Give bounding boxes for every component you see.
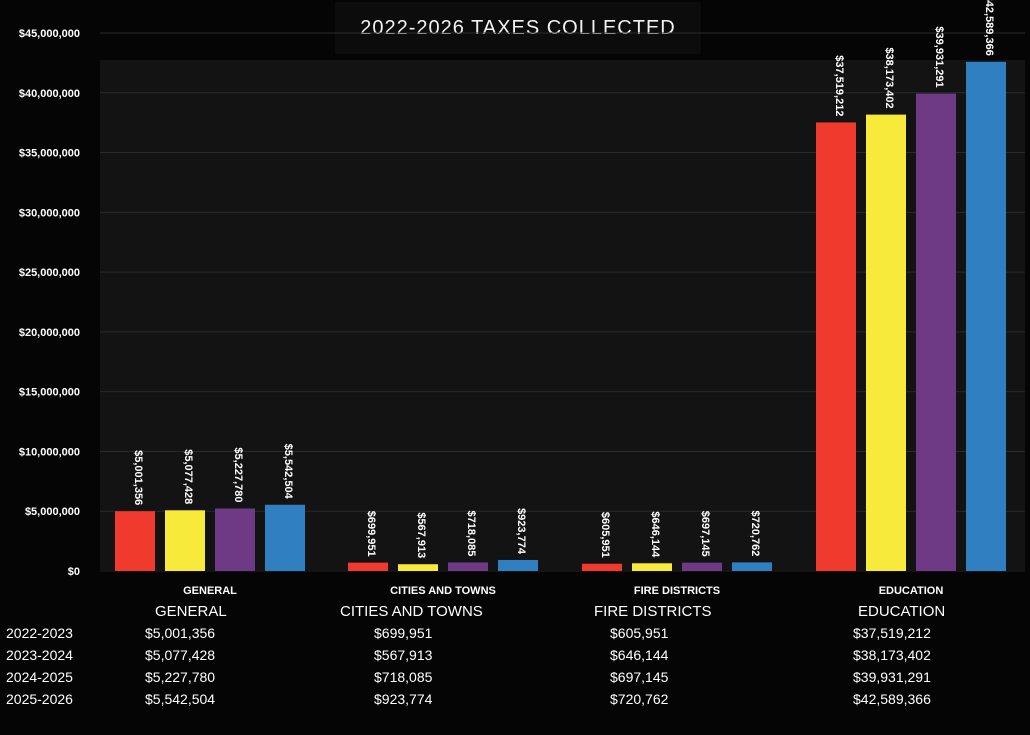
data-label: $720,762 — [749, 510, 761, 556]
data-label: $605,951 — [599, 512, 611, 558]
data-table: GENERAL CITIES AND TOWNS FIRE DISTRICTS … — [0, 600, 1030, 735]
table-cell: $923,774 — [374, 691, 433, 707]
bar — [582, 563, 622, 571]
bar — [115, 511, 155, 571]
title-box — [335, 2, 701, 54]
table-cell: $5,001,356 — [145, 625, 216, 641]
y-tick-label: $10,000,000 — [19, 446, 80, 458]
chart-title: 2022-2026 TAXES COLLECTED — [360, 17, 676, 39]
data-label: $38,173,402 — [883, 47, 895, 108]
bar — [448, 562, 488, 571]
bars — [115, 61, 1006, 572]
table-cell: $718,085 — [374, 669, 433, 685]
y-axis-tick-labels: $0 $5,000,000 $10,000,000 $15,000,000 $20,00… — [19, 28, 80, 578]
table-cell: $605,951 — [610, 625, 669, 641]
data-label: $5,001,356 — [132, 450, 144, 505]
bar — [215, 508, 255, 571]
category-label: CITIES AND TOWNS — [390, 585, 496, 597]
y-tick-label: $0 — [68, 566, 80, 578]
bar — [398, 564, 438, 571]
data-label: $42,589,366 — [983, 0, 995, 56]
y-tick-label: $45,000,000 — [19, 28, 80, 40]
table-header-row: GENERAL CITIES AND TOWNS FIRE DISTRICTS … — [0, 603, 1030, 625]
data-labels: $5,001,356 $5,077,428 $5,227,780 $5,542,504… — [132, 0, 995, 558]
data-label: $646,144 — [649, 511, 661, 558]
table-cell: $38,173,402 — [853, 647, 931, 663]
table-cell: $37,519,212 — [853, 625, 931, 641]
y-tick-label: $35,000,000 — [19, 148, 80, 160]
table-cell: $720,762 — [610, 691, 669, 707]
category-label: GENERAL — [183, 585, 237, 597]
data-label: $5,077,428 — [182, 449, 194, 504]
bar — [916, 93, 956, 571]
y-tick-label: $40,000,000 — [19, 88, 80, 100]
data-label: $923,774 — [515, 508, 527, 555]
y-tick-label: $5,000,000 — [25, 506, 80, 518]
data-label: $699,951 — [365, 511, 377, 557]
category-label: FIRE DISTRICTS — [634, 585, 720, 597]
bar — [732, 562, 772, 571]
bar — [498, 559, 538, 571]
table-header-cities-and-towns: CITIES AND TOWNS — [340, 603, 483, 620]
y-tick-label: $30,000,000 — [19, 207, 80, 219]
table-cell: $697,145 — [610, 669, 669, 685]
bar — [866, 114, 906, 571]
table-cell: $5,077,428 — [145, 647, 216, 663]
data-label: $5,542,504 — [282, 444, 294, 500]
bar — [966, 61, 1006, 572]
data-label: $718,085 — [465, 511, 477, 557]
bar — [265, 504, 305, 571]
y-tick-label: $20,000,000 — [19, 327, 80, 339]
data-label: $567,913 — [415, 512, 427, 558]
x-axis-category-labels: GENERAL CITIES AND TOWNS FIRE DISTRICTS EDU… — [183, 585, 943, 597]
data-label: $37,519,212 — [833, 55, 845, 116]
y-tick-label: $15,000,000 — [19, 387, 80, 399]
table-cell: $42,589,366 — [853, 691, 931, 707]
table-row: 2025-2026 $5,542,504 $923,774 $720,762 $… — [0, 691, 1030, 713]
table-cell: $699,951 — [374, 625, 433, 641]
table-cell: $567,913 — [374, 647, 433, 663]
bar — [682, 562, 722, 571]
data-label: $697,145 — [699, 511, 711, 557]
table-row: 2024-2025 $5,227,780 $718,085 $697,145 $… — [0, 669, 1030, 691]
table-header-education: EDUCATION — [858, 603, 946, 620]
data-label: $39,931,291 — [933, 26, 945, 87]
table-row: 2023-2024 $5,077,428 $567,913 $646,144 $… — [0, 647, 1030, 669]
row-label: 2025-2026 — [6, 691, 73, 707]
table-cell: $5,227,780 — [145, 669, 216, 685]
bar-chart: 2022-2026 TAXES COLLECTED $0 $5,000,000 $1… — [19, 0, 1025, 597]
bar — [165, 510, 205, 571]
bar — [816, 122, 856, 571]
y-tick-label: $25,000,000 — [19, 267, 80, 279]
table-header-general: GENERAL — [155, 603, 227, 620]
table-header-fire-districts: FIRE DISTRICTS — [594, 603, 712, 620]
row-label: 2023-2024 — [6, 647, 73, 663]
table-row: 2022-2023 $5,001,356 $699,951 $605,951 $… — [0, 625, 1030, 647]
table-cell: $39,931,291 — [853, 669, 931, 685]
table-cell: $5,542,504 — [145, 691, 216, 707]
data-label: $5,227,780 — [232, 447, 244, 502]
row-label: 2022-2023 — [6, 625, 73, 641]
row-label: 2024-2025 — [6, 669, 73, 685]
table-cell: $646,144 — [610, 647, 669, 663]
bar — [632, 563, 672, 571]
bar — [348, 562, 388, 571]
category-label: EDUCATION — [879, 585, 944, 597]
